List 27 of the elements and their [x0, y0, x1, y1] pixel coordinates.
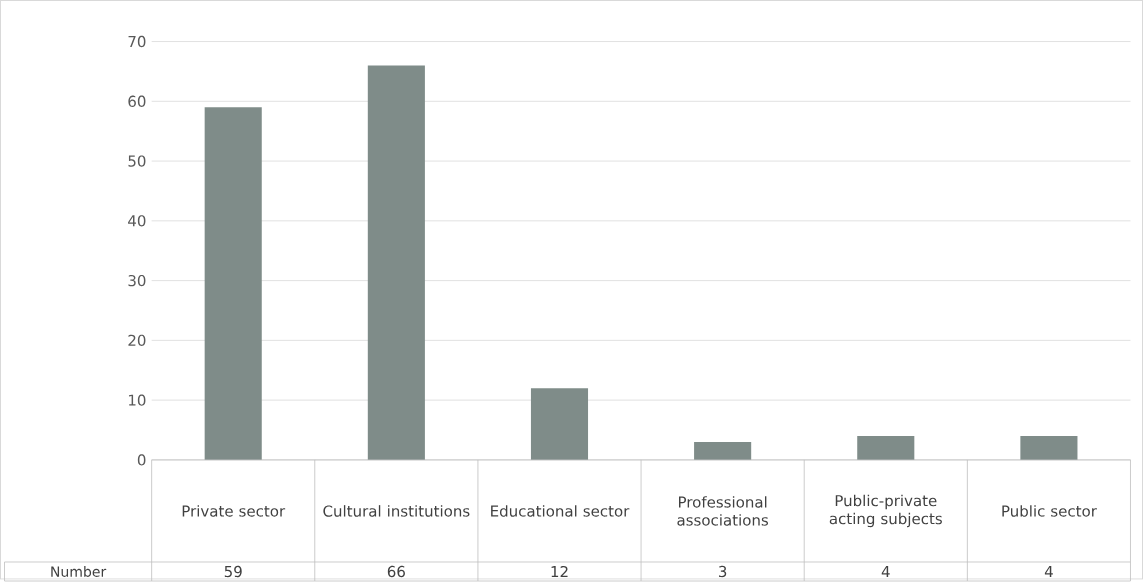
x-tick-label: Private sector	[182, 505, 286, 517]
bar	[1020, 435, 1078, 460]
y-tick-label: 40	[128, 215, 146, 227]
bar	[530, 388, 589, 460]
text: Number	[51, 566, 107, 577]
data-label: 66	[387, 565, 405, 578]
bar	[204, 107, 262, 460]
bar	[367, 65, 425, 460]
x-tick-label: Cultural institutions	[323, 505, 470, 517]
data-label: 4	[881, 565, 890, 577]
data-label: 3	[719, 565, 727, 578]
x-tick-label: Public-private acting subjects	[829, 494, 942, 528]
y-tick-label: 60	[128, 95, 146, 107]
y-tick-label: 0	[137, 454, 146, 466]
y-tick-label: 50	[128, 155, 146, 167]
x-tick-label: Professional associations	[677, 496, 769, 526]
y-tick-label: 10	[128, 394, 146, 406]
x-tick-label: Educational sector	[491, 505, 630, 517]
bar	[694, 441, 752, 460]
data-label: 59	[224, 565, 242, 578]
x-tick-label: Public sector	[1002, 505, 1097, 517]
bar	[857, 435, 915, 460]
y-tick-label: 70	[128, 35, 146, 48]
y-tick-label: 30	[128, 274, 146, 287]
y-tick-label: 20	[128, 334, 146, 346]
data-label: 4	[1044, 565, 1053, 577]
data-label: 12	[551, 565, 568, 577]
